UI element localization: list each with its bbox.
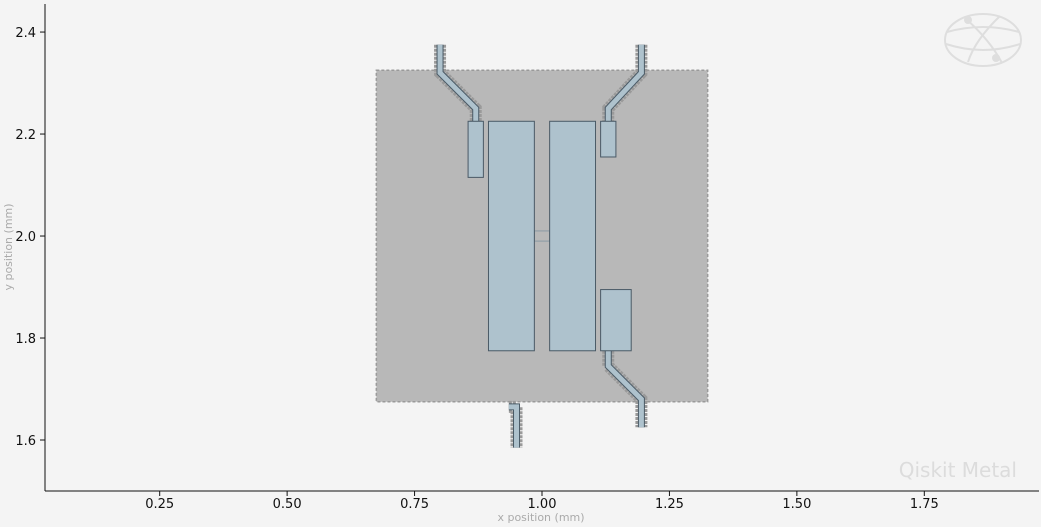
y-tick-label: 2.0 <box>15 230 36 245</box>
layout-layer <box>375 44 709 448</box>
y-tick-label: 2.4 <box>15 26 36 41</box>
x-tick-label: 1.00 <box>528 497 557 512</box>
route-bottom-stub <box>508 400 523 448</box>
x-tick-label: 1.50 <box>782 497 811 512</box>
route-bottom-right <box>602 350 648 428</box>
x-axis-ticks: 0.25 0.50 0.75 1.00 1.25 1.50 1.75 <box>145 491 939 512</box>
x-tick-label: 1.75 <box>910 497 939 512</box>
y-tick-label: 1.6 <box>15 434 36 449</box>
route-top-left-trace <box>437 44 479 122</box>
y-tick-label: 1.8 <box>15 332 36 347</box>
ground-plane <box>375 69 709 403</box>
connector-pad-top-right <box>600 120 617 158</box>
watermark-text: Qiskit Metal <box>899 458 1017 482</box>
connector-pad-top-left <box>467 120 484 178</box>
left-pad <box>487 120 535 352</box>
connector-pad-bottom-right <box>600 289 632 352</box>
x-tick-label: 1.25 <box>655 497 684 512</box>
route-bottom-right-trace <box>605 350 644 428</box>
x-axis-title: x position (mm) <box>497 511 584 524</box>
route-top-right <box>602 44 648 122</box>
qiskit-globe-icon <box>944 13 1022 67</box>
x-tick-label: 0.75 <box>400 497 429 512</box>
right-pad <box>549 120 597 352</box>
route-top-left <box>434 44 482 122</box>
route-top-right-trace <box>605 44 644 122</box>
x-tick-label: 0.25 <box>145 497 174 512</box>
route-bottom-stub-trace <box>508 404 520 448</box>
y-axis-ticks: 1.6 1.8 2.0 2.2 2.4 <box>15 26 45 449</box>
y-axis-title: y position (mm) <box>2 203 15 290</box>
y-tick-label: 2.2 <box>15 128 36 143</box>
x-tick-label: 0.50 <box>273 497 302 512</box>
